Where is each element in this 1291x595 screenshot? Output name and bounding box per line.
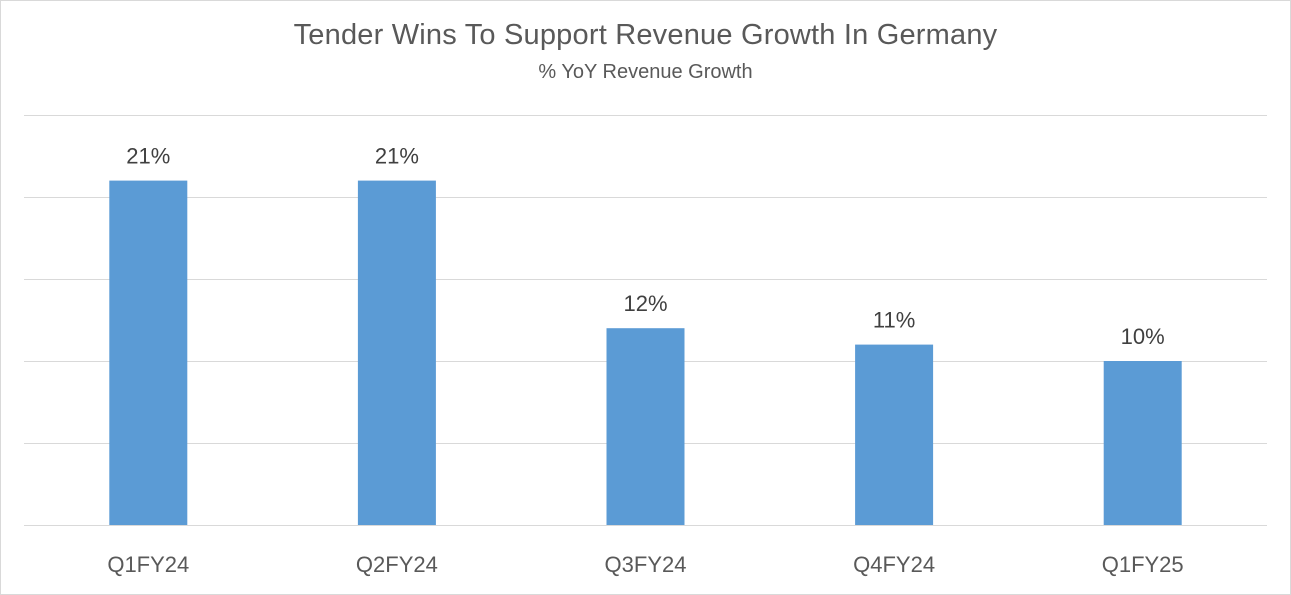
data-label: 10% [1121, 324, 1165, 349]
bar-q2fy24 [357, 180, 436, 525]
x-tick-label: Q4FY24 [853, 552, 935, 577]
data-label: 21% [375, 144, 419, 169]
x-tick-label: Q1FY25 [1102, 552, 1184, 577]
data-label: 11% [873, 308, 915, 333]
data-label: 21% [126, 144, 170, 169]
chart-subtitle: % YoY Revenue Growth [538, 61, 753, 83]
x-tick-label: Q1FY24 [107, 552, 189, 577]
data-label: 12% [623, 291, 667, 316]
bar-q4fy24 [855, 344, 934, 525]
x-tick-label: Q2FY24 [356, 552, 438, 577]
chart-title: Tender Wins To Support Revenue Growth In… [293, 19, 998, 51]
x-tick-label: Q3FY24 [605, 552, 687, 577]
bar-q1fy25 [1103, 361, 1182, 525]
bar-q1fy24 [109, 180, 188, 525]
bar-q3fy24 [606, 328, 685, 525]
